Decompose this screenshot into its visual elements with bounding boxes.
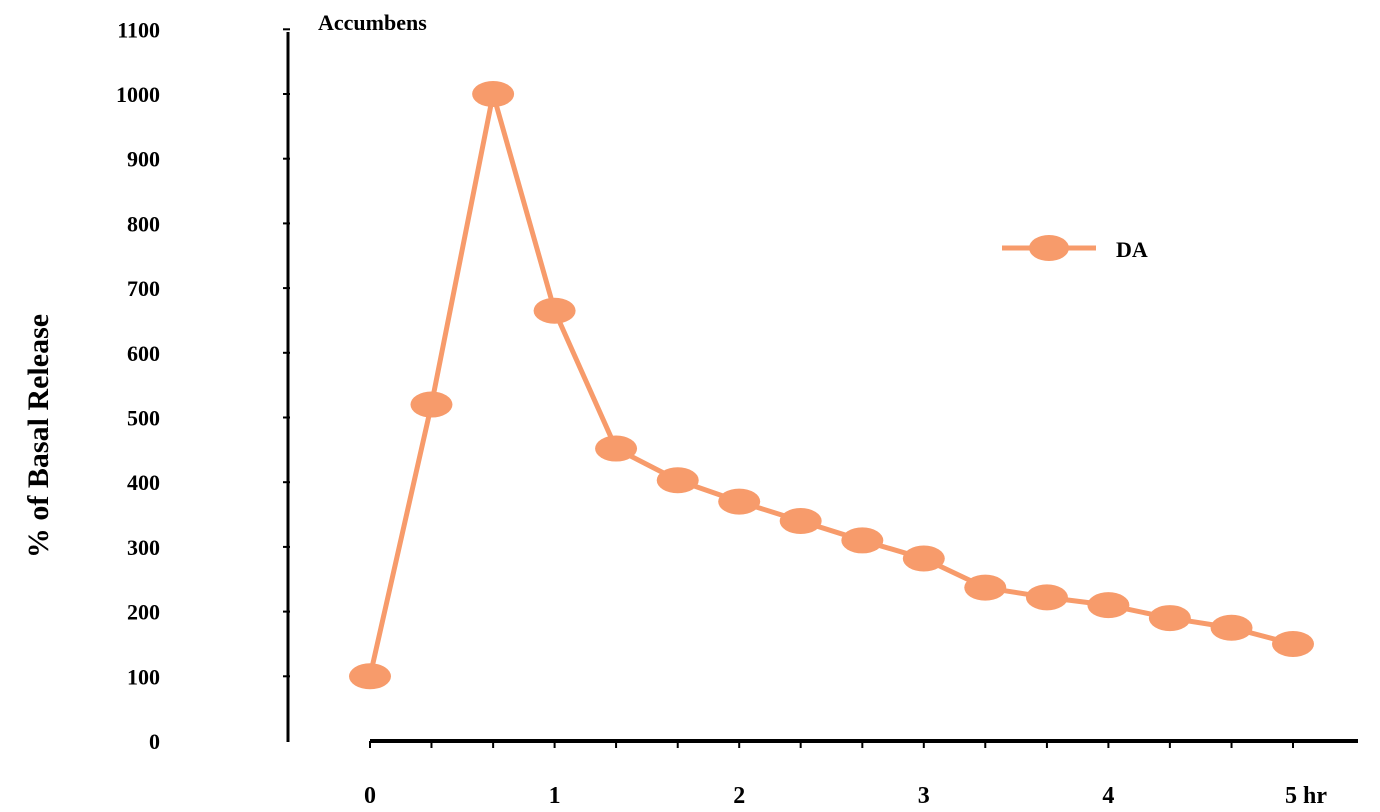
- data-point: [410, 391, 453, 418]
- y-tick-label: 0: [149, 729, 160, 754]
- data-point: [472, 81, 515, 107]
- data-point: [902, 545, 945, 572]
- data-point: [349, 663, 391, 690]
- data-point: [1025, 584, 1068, 611]
- y-tick-label: 700: [127, 276, 160, 301]
- axes: [286, 32, 1358, 743]
- data-point: [656, 467, 699, 494]
- x-tick-label: 0: [364, 783, 376, 809]
- x-tick-label: 1: [549, 783, 561, 809]
- data-point: [1272, 630, 1314, 657]
- x-tick-label: 4: [1102, 783, 1114, 809]
- data-point: [718, 488, 761, 515]
- data-point: [1087, 592, 1130, 619]
- y-tick-label: 100: [127, 664, 160, 689]
- legend-marker: [1029, 235, 1069, 261]
- legend: DA: [1002, 235, 1148, 262]
- data-point: [779, 508, 822, 535]
- y-tick-label: 200: [127, 600, 160, 625]
- x-tick-label: 2: [733, 783, 745, 809]
- series-line-DA: [367, 91, 1294, 677]
- y-tick-label: 400: [127, 470, 160, 495]
- y-tick-label: 900: [127, 147, 160, 172]
- data-point: [1148, 605, 1191, 632]
- data-point: [964, 574, 1007, 601]
- x-tick-label: 3: [918, 783, 930, 809]
- x-tick-label: 5 hr: [1285, 783, 1327, 809]
- legend-label: DA: [1116, 237, 1148, 262]
- series-layer: [349, 81, 1314, 690]
- chart-title: Accumbens: [318, 10, 427, 35]
- y-tick-label: 1000: [116, 82, 160, 107]
- y-tick-label: 800: [127, 211, 160, 236]
- y-axis-label: % of Basal Release: [22, 314, 55, 558]
- data-point: [595, 435, 638, 462]
- y-tick-label: 500: [127, 406, 160, 431]
- y-tick-label: 300: [127, 535, 160, 560]
- data-point: [841, 527, 884, 554]
- data-point: [533, 297, 576, 324]
- x-ticks: 0 1 2 3 4 5 hr: [364, 741, 1327, 809]
- y-ticks: 0 100 200 300 400 500 600 700 800 900 1000 1100: [116, 17, 290, 754]
- y-tick-label: 1100: [117, 17, 160, 42]
- y-tick-label: 600: [127, 341, 160, 366]
- data-point: [1210, 614, 1253, 641]
